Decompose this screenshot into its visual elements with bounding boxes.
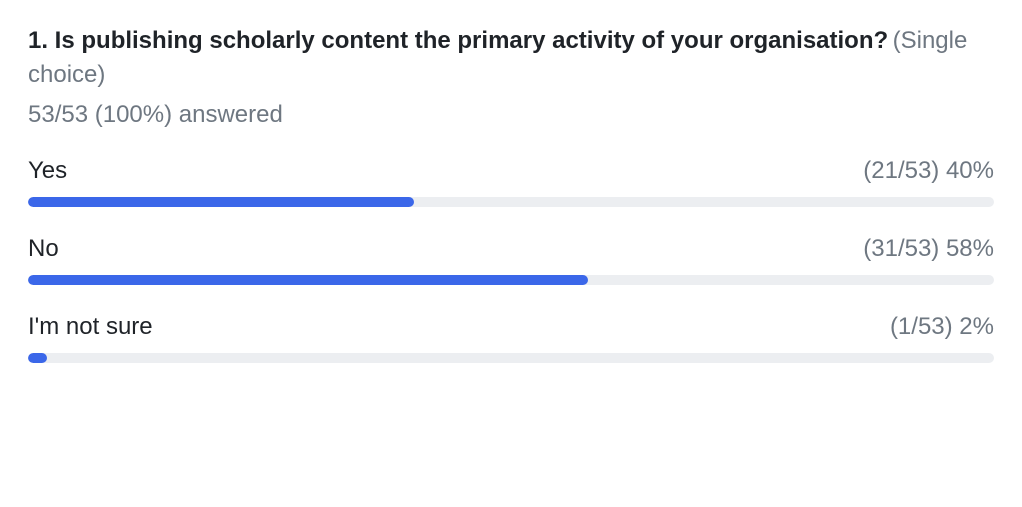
option-header: No (31/53) 58% <box>28 235 994 263</box>
option-label: Yes <box>28 157 67 185</box>
option-label: No <box>28 235 59 263</box>
bar-fill <box>28 197 414 207</box>
option-stats: (21/53) 40% <box>863 157 994 185</box>
bar-fill <box>28 353 47 363</box>
option-row: No (31/53) 58% <box>28 235 994 285</box>
option-row: I'm not sure (1/53) 2% <box>28 313 994 363</box>
option-row: Yes (21/53) 40% <box>28 157 994 207</box>
bar-track <box>28 353 994 363</box>
question-header: 1. Is publishing scholarly content the p… <box>28 24 994 129</box>
bar-fill <box>28 275 588 285</box>
option-label: I'm not sure <box>28 313 153 341</box>
option-stats: (1/53) 2% <box>890 313 994 341</box>
option-stats: (31/53) 58% <box>863 235 994 263</box>
question-title: 1. Is publishing scholarly content the p… <box>28 27 888 54</box>
bar-track <box>28 197 994 207</box>
survey-question: 1. Is publishing scholarly content the p… <box>0 0 1022 415</box>
bar-track <box>28 275 994 285</box>
answered-count: 53/53 (100%) answered <box>28 101 994 129</box>
option-header: Yes (21/53) 40% <box>28 157 994 185</box>
question-title-row: 1. Is publishing scholarly content the p… <box>28 24 994 91</box>
option-header: I'm not sure (1/53) 2% <box>28 313 994 341</box>
